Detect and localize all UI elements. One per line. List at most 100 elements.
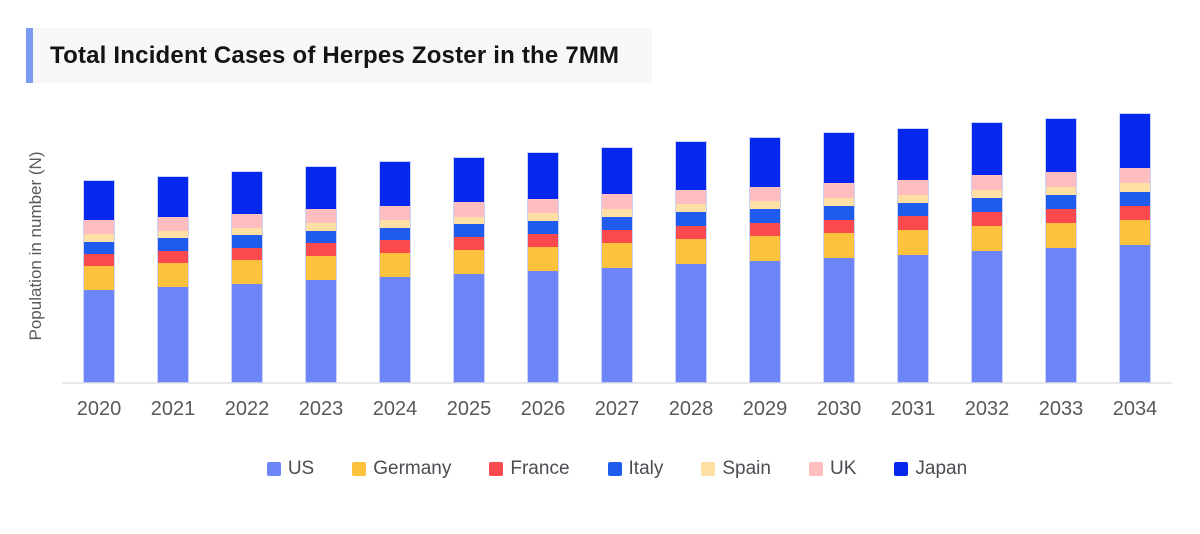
bar-segment-germany-2031[interactable] [898, 230, 928, 255]
bar-segment-japan-2031[interactable] [898, 128, 928, 180]
bar-segment-uk-2022[interactable] [232, 213, 262, 228]
bar-segment-us-2029[interactable] [750, 261, 780, 382]
bar-segment-uk-2028[interactable] [676, 189, 706, 205]
bar-segment-uk-2032[interactable] [972, 175, 1002, 191]
bar-2022[interactable] [231, 171, 263, 383]
bar-segment-france-2029[interactable] [750, 222, 780, 236]
bar-segment-germany-2029[interactable] [750, 236, 780, 261]
bar-segment-us-2034[interactable] [1120, 245, 1150, 382]
bar-2020[interactable] [83, 180, 115, 383]
legend-item-france[interactable]: France [489, 458, 570, 480]
bar-segment-spain-2032[interactable] [972, 190, 1002, 199]
bar-2034[interactable] [1119, 113, 1151, 383]
bar-2031[interactable] [897, 127, 929, 384]
bar-segment-japan-2032[interactable] [972, 123, 1002, 176]
bar-segment-france-2034[interactable] [1120, 206, 1150, 220]
bar-segment-spain-2021[interactable] [158, 230, 188, 239]
bar-2025[interactable] [453, 156, 485, 384]
bar-segment-uk-2024[interactable] [380, 205, 410, 220]
bar-segment-japan-2029[interactable] [750, 137, 780, 187]
bar-segment-uk-2030[interactable] [824, 183, 854, 198]
bar-2030[interactable] [823, 132, 855, 383]
bar-segment-japan-2034[interactable] [1120, 114, 1150, 169]
bar-segment-spain-2024[interactable] [380, 219, 410, 228]
bar-segment-us-2023[interactable] [306, 280, 336, 382]
bar-segment-uk-2034[interactable] [1120, 168, 1150, 184]
bar-segment-japan-2033[interactable] [1046, 119, 1076, 172]
bar-segment-spain-2027[interactable] [602, 208, 632, 217]
bar-segment-italy-2025[interactable] [454, 224, 484, 238]
bar-segment-japan-2027[interactable] [602, 147, 632, 195]
bar-segment-uk-2029[interactable] [750, 186, 780, 202]
bar-segment-italy-2031[interactable] [898, 202, 928, 217]
bar-segment-italy-2023[interactable] [306, 230, 336, 244]
bar-segment-uk-2031[interactable] [898, 179, 928, 195]
bar-segment-germany-2020[interactable] [84, 266, 114, 290]
bar-segment-italy-2029[interactable] [750, 209, 780, 223]
bar-segment-us-2024[interactable] [380, 277, 410, 382]
bar-segment-france-2033[interactable] [1046, 209, 1076, 223]
legend-item-germany[interactable]: Germany [352, 458, 451, 480]
bar-2023[interactable] [305, 165, 337, 384]
bar-segment-france-2020[interactable] [84, 253, 114, 266]
bar-segment-germany-2022[interactable] [232, 260, 262, 284]
bar-segment-us-2025[interactable] [454, 274, 484, 382]
bar-segment-france-2028[interactable] [676, 225, 706, 239]
bar-segment-france-2030[interactable] [824, 219, 854, 233]
bar-segment-japan-2025[interactable] [454, 157, 484, 203]
bar-segment-us-2030[interactable] [824, 258, 854, 382]
bar-segment-us-2020[interactable] [84, 290, 114, 382]
bar-segment-germany-2023[interactable] [306, 256, 336, 280]
bar-2021[interactable] [157, 175, 189, 384]
bar-segment-us-2026[interactable] [528, 271, 558, 382]
bar-segment-japan-2022[interactable] [232, 172, 262, 214]
bar-segment-us-2028[interactable] [676, 264, 706, 382]
bar-segment-spain-2033[interactable] [1046, 186, 1076, 196]
bar-segment-us-2032[interactable] [972, 251, 1002, 382]
bar-segment-italy-2028[interactable] [676, 212, 706, 226]
bar-segment-germany-2033[interactable] [1046, 223, 1076, 248]
bar-segment-uk-2027[interactable] [602, 194, 632, 209]
bar-segment-spain-2022[interactable] [232, 227, 262, 236]
legend-item-spain[interactable]: Spain [701, 458, 771, 480]
bar-2033[interactable] [1045, 118, 1077, 383]
bar-segment-italy-2021[interactable] [158, 238, 188, 251]
bar-segment-japan-2021[interactable] [158, 176, 188, 217]
bar-segment-spain-2026[interactable] [528, 213, 558, 221]
legend-item-uk[interactable]: UK [808, 458, 856, 480]
bar-segment-germany-2027[interactable] [602, 243, 632, 268]
bar-segment-germany-2028[interactable] [676, 239, 706, 264]
bar-segment-italy-2032[interactable] [972, 198, 1002, 213]
bar-segment-spain-2020[interactable] [84, 234, 114, 242]
bar-segment-japan-2023[interactable] [306, 166, 336, 209]
bar-segment-italy-2033[interactable] [1046, 195, 1076, 210]
bar-segment-spain-2028[interactable] [676, 204, 706, 213]
bar-segment-germany-2032[interactable] [972, 226, 1002, 251]
bar-segment-germany-2026[interactable] [528, 247, 558, 271]
bar-segment-us-2033[interactable] [1046, 248, 1076, 382]
bar-segment-france-2025[interactable] [454, 237, 484, 250]
bar-segment-france-2023[interactable] [306, 243, 336, 256]
bar-segment-germany-2034[interactable] [1120, 220, 1150, 245]
bar-segment-spain-2023[interactable] [306, 223, 336, 231]
bar-segment-spain-2025[interactable] [454, 216, 484, 225]
bar-segment-uk-2020[interactable] [84, 220, 114, 235]
bar-segment-japan-2020[interactable] [84, 181, 114, 221]
bar-segment-japan-2030[interactable] [824, 133, 854, 184]
legend-item-italy[interactable]: Italy [607, 458, 663, 480]
bar-segment-italy-2024[interactable] [380, 227, 410, 241]
bar-segment-spain-2030[interactable] [824, 197, 854, 206]
bar-segment-italy-2027[interactable] [602, 216, 632, 230]
bar-2024[interactable] [379, 161, 411, 383]
bar-segment-us-2031[interactable] [898, 255, 928, 382]
bar-segment-germany-2021[interactable] [158, 263, 188, 287]
bar-segment-us-2021[interactable] [158, 287, 188, 382]
bar-segment-germany-2025[interactable] [454, 250, 484, 274]
bar-segment-us-2027[interactable] [602, 268, 632, 382]
bar-segment-us-2022[interactable] [232, 284, 262, 382]
bar-segment-spain-2031[interactable] [898, 194, 928, 203]
bar-segment-italy-2020[interactable] [84, 241, 114, 254]
bar-segment-uk-2021[interactable] [158, 216, 188, 231]
bar-segment-uk-2026[interactable] [528, 198, 558, 214]
bar-segment-france-2031[interactable] [898, 216, 928, 230]
